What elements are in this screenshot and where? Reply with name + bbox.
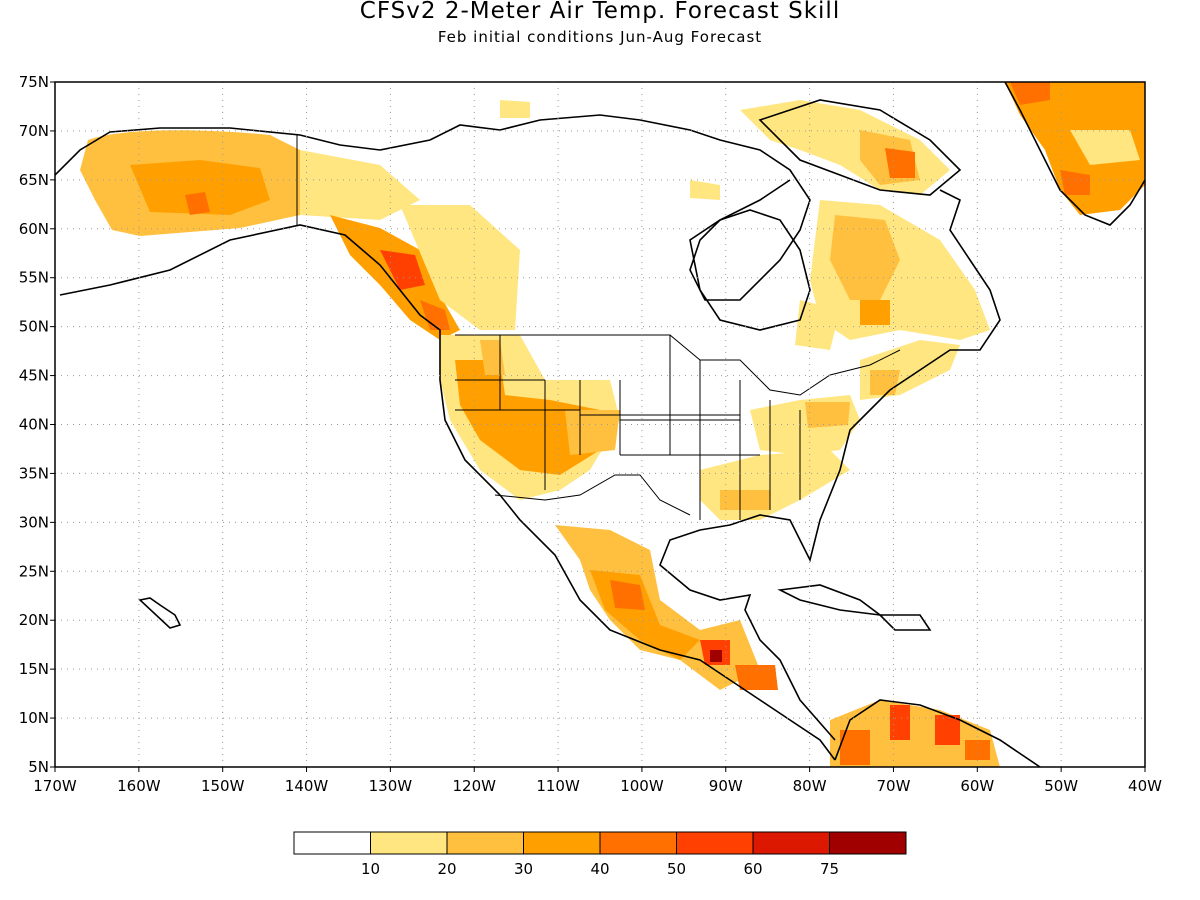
axis-ticks xyxy=(50,81,1146,772)
coast-hudson-bay xyxy=(689,209,811,331)
lon-label: 160W xyxy=(117,777,161,795)
lon-label: 70W xyxy=(877,777,911,795)
lat-label: 40N xyxy=(19,416,49,434)
lon-label: 90W xyxy=(709,777,743,795)
graticule xyxy=(55,82,1145,767)
coast-hispaniola xyxy=(878,614,932,631)
lon-label: 170W xyxy=(33,777,77,795)
state-lines xyxy=(455,335,801,520)
legend-label: 60 xyxy=(743,860,762,878)
color-legend: 10 20 30 40 50 60 75 xyxy=(293,831,907,878)
lat-label: 35N xyxy=(19,464,49,482)
coast-cuba xyxy=(777,584,883,617)
map-subtitle: Feb initial conditions Jun-Aug Forecast xyxy=(437,28,763,46)
lon-label: 60W xyxy=(960,777,994,795)
legend-swatch xyxy=(829,831,907,855)
lat-label: 60N xyxy=(19,220,49,238)
lon-label: 120W xyxy=(452,777,496,795)
lon-label: 110W xyxy=(536,777,580,795)
latitude-labels: 75N 70N 65N 60N 55N 50N 45N 40N 35N 30N 25N 20N 15N 1… xyxy=(19,73,49,776)
coast-gulf-east xyxy=(659,189,1001,741)
legend-swatch xyxy=(752,831,830,855)
longitude-labels: 170W 160W 150W 140W 130W 120W 110W 100W 90W 80W 70… xyxy=(33,777,1162,795)
border-us-canada xyxy=(455,334,901,396)
coast-arctic xyxy=(55,114,811,301)
legend-label: 75 xyxy=(820,860,839,878)
lat-label: 70N xyxy=(19,122,49,140)
coast-baffin xyxy=(758,99,962,196)
lat-label: 50N xyxy=(19,318,49,336)
skill-shading xyxy=(80,82,1145,767)
legend-swatch xyxy=(370,831,448,855)
lat-label: 10N xyxy=(19,709,49,727)
lon-label: 80W xyxy=(793,777,827,795)
legend-swatch xyxy=(523,831,601,855)
lon-label: 40W xyxy=(1128,777,1162,795)
coast-south-america xyxy=(834,699,1041,767)
lat-label: 25N xyxy=(19,562,49,580)
legend-label: 10 xyxy=(361,860,380,878)
coast-hawaii xyxy=(138,597,182,629)
border-us-mexico xyxy=(494,474,691,516)
legend-swatch xyxy=(446,831,524,855)
political-borders xyxy=(296,135,901,520)
lon-label: 100W xyxy=(620,777,664,795)
coast-north-america-west xyxy=(59,224,836,761)
lat-label: 30N xyxy=(19,513,49,531)
lat-label: 75N xyxy=(19,73,49,91)
lon-label: 150W xyxy=(201,777,245,795)
legend-swatch xyxy=(293,831,371,855)
lon-label: 50W xyxy=(1044,777,1078,795)
legend-label: 40 xyxy=(590,860,609,878)
lat-label: 55N xyxy=(19,269,49,287)
lat-label: 45N xyxy=(19,367,49,385)
lat-label: 15N xyxy=(19,660,49,678)
map-title: CFSv2 2-Meter Air Temp. Forecast Skill xyxy=(359,0,841,24)
lon-label: 140W xyxy=(285,777,329,795)
coastlines xyxy=(55,82,1145,767)
legend-label: 30 xyxy=(514,860,533,878)
legend-label: 50 xyxy=(667,860,686,878)
lon-label: 130W xyxy=(369,777,413,795)
legend-swatch xyxy=(676,831,754,855)
legend-swatch xyxy=(599,831,677,855)
lat-label: 5N xyxy=(28,758,49,776)
lat-label: 65N xyxy=(19,171,49,189)
coast-greenland xyxy=(1004,82,1145,226)
legend-label: 20 xyxy=(437,860,456,878)
lat-label: 20N xyxy=(19,611,49,629)
